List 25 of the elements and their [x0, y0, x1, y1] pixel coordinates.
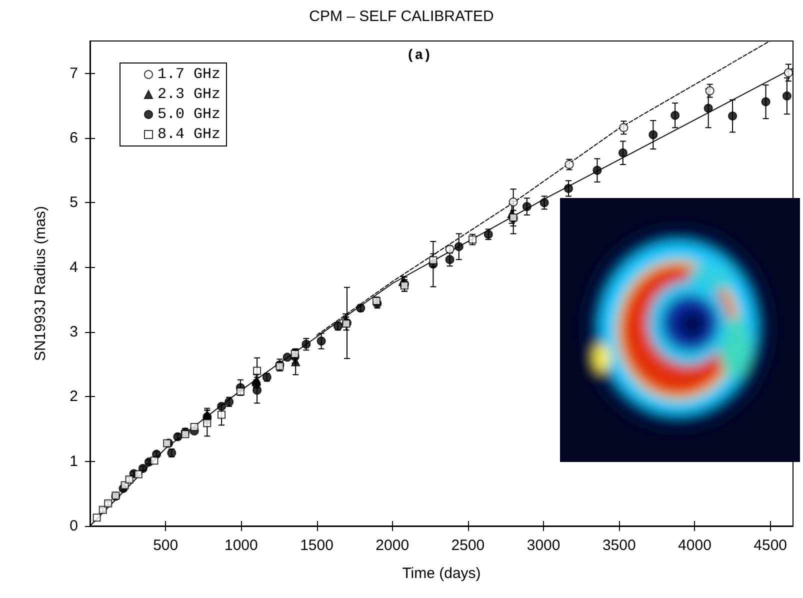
x-tick-label: 2000: [376, 537, 410, 554]
x-tick-label: 1000: [224, 537, 258, 554]
legend-label: 1.7 GHz: [158, 66, 221, 83]
x-tick-label: 500: [153, 537, 178, 554]
legend-label: 8.4 GHz: [158, 126, 221, 143]
y-tick-label: 3: [70, 324, 78, 340]
x-tick-label: 4500: [754, 537, 788, 554]
legend-label: 2.3 GHz: [158, 86, 221, 103]
y-tick-label: 4: [70, 258, 78, 276]
x-tick-label: 2500: [451, 537, 485, 554]
x-axis-title: Time (days): [402, 565, 481, 582]
x-tick-label: 4000: [678, 537, 712, 554]
y-tick-label: 0: [70, 518, 78, 534]
x-tick-label: 1500: [300, 537, 334, 554]
x-tick-label: 3500: [602, 537, 636, 554]
legend-label: 5.0 GHz: [158, 106, 221, 123]
chart-title: CPM – SELF CALIBRATED: [309, 8, 494, 25]
y-tick-label: 5: [70, 194, 78, 212]
y-axis-title: SN1993J Radius (mas): [32, 206, 49, 362]
y-tick-label: 1: [70, 452, 78, 470]
y-tick-label: 6: [70, 130, 78, 146]
x-tick-label: 3000: [526, 537, 560, 554]
y-tick-label: 7: [70, 64, 78, 82]
annotation: (a): [406, 48, 432, 64]
y-tick-label: 2: [70, 388, 78, 406]
